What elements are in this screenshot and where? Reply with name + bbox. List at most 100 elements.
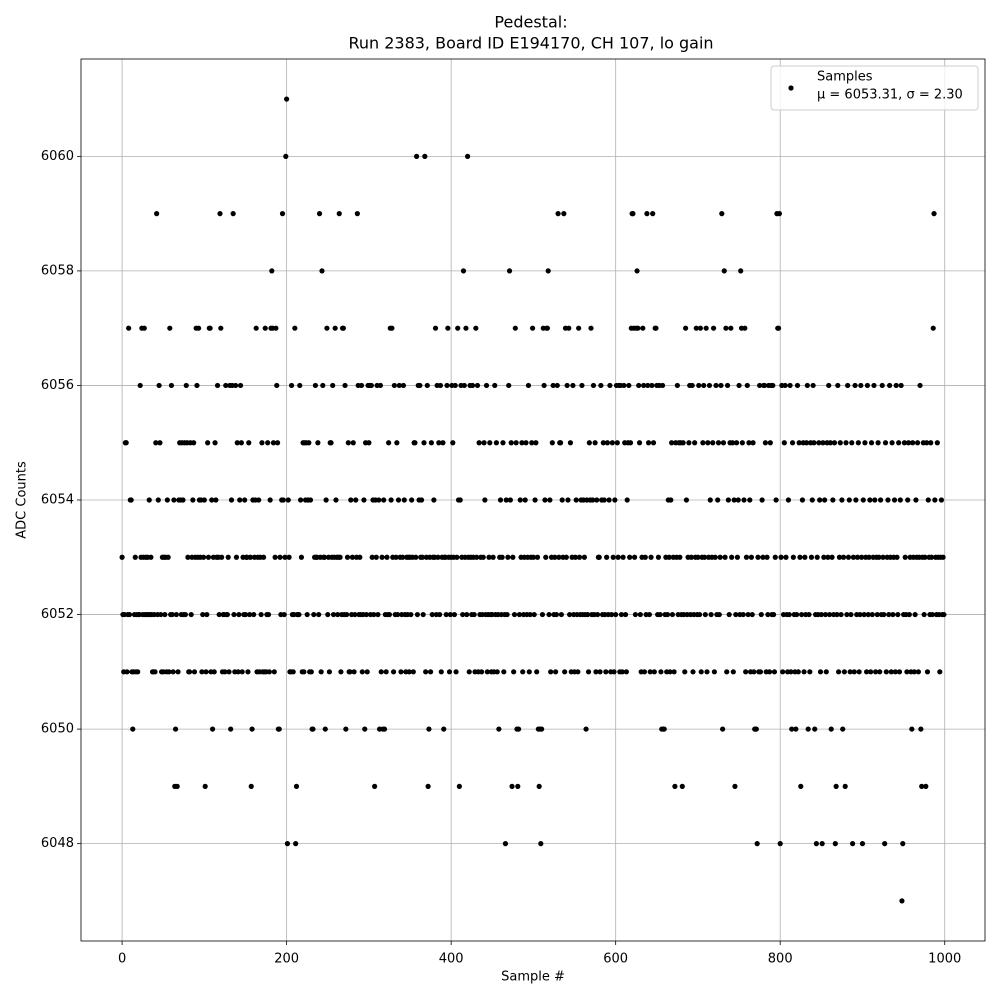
data-point xyxy=(419,554,425,560)
data-point xyxy=(224,611,230,618)
data-point xyxy=(493,440,499,446)
data-point xyxy=(708,611,714,618)
data-point xyxy=(579,382,585,389)
data-point xyxy=(713,382,719,389)
data-point xyxy=(483,382,490,389)
data-point xyxy=(863,669,870,675)
data-point xyxy=(698,669,704,675)
data-point xyxy=(154,211,160,217)
data-point xyxy=(873,669,879,675)
data-point xyxy=(852,382,858,389)
data-point xyxy=(500,440,506,446)
data-point xyxy=(765,611,771,618)
data-point xyxy=(789,440,796,446)
data-point xyxy=(124,669,130,675)
data-point xyxy=(809,497,815,503)
data-point xyxy=(519,440,525,446)
data-point xyxy=(455,325,461,331)
data-point xyxy=(417,382,423,389)
data-point xyxy=(539,611,546,618)
data-point xyxy=(209,726,216,732)
data-point xyxy=(701,382,707,389)
data-point xyxy=(590,497,596,503)
data-point xyxy=(858,382,864,389)
data-point xyxy=(269,268,275,274)
data-point xyxy=(552,554,558,560)
data-point xyxy=(877,669,883,675)
data-point xyxy=(680,440,686,446)
data-point xyxy=(855,440,861,446)
data-point xyxy=(258,611,264,618)
data-point xyxy=(637,611,643,618)
data-point xyxy=(310,726,316,732)
data-point xyxy=(849,440,855,446)
data-point xyxy=(456,783,462,789)
data-point xyxy=(847,669,853,675)
data-point xyxy=(265,611,272,618)
data-point xyxy=(558,611,564,618)
data-point xyxy=(850,554,857,560)
data-point xyxy=(718,382,724,389)
data-point xyxy=(630,211,636,217)
data-point xyxy=(398,669,404,675)
data-point xyxy=(499,554,505,560)
data-point xyxy=(664,611,671,618)
data-point xyxy=(390,669,397,675)
data-point xyxy=(400,382,407,389)
data-point xyxy=(320,382,326,389)
data-point xyxy=(463,325,469,331)
data-point xyxy=(506,268,513,274)
data-point xyxy=(614,440,620,446)
data-point xyxy=(838,611,844,618)
data-point xyxy=(648,554,654,560)
data-point xyxy=(481,440,487,446)
data-point xyxy=(166,669,172,675)
data-point xyxy=(817,669,824,675)
data-point xyxy=(885,497,891,503)
data-point xyxy=(892,669,898,675)
data-point xyxy=(887,382,893,389)
data-point xyxy=(425,783,431,789)
data-point xyxy=(674,382,680,389)
data-point xyxy=(622,611,629,618)
data-point xyxy=(338,669,344,675)
data-point xyxy=(322,726,328,732)
data-point xyxy=(788,669,794,675)
data-point xyxy=(544,325,550,331)
data-point xyxy=(507,497,513,503)
data-point xyxy=(826,611,833,618)
data-point xyxy=(298,497,304,503)
data-point xyxy=(354,211,360,217)
data-point xyxy=(636,382,642,389)
data-point xyxy=(559,497,565,503)
data-point xyxy=(671,669,677,675)
data-point xyxy=(137,382,143,389)
data-point xyxy=(697,325,704,331)
data-point xyxy=(260,554,267,560)
data-point xyxy=(704,669,710,675)
data-point xyxy=(813,841,819,847)
data-point xyxy=(831,440,838,446)
data-point xyxy=(872,497,878,503)
data-point xyxy=(777,841,783,847)
data-point xyxy=(843,440,849,446)
y-tick-label: 6052 xyxy=(41,607,74,622)
data-point xyxy=(478,669,485,675)
data-point xyxy=(736,382,742,389)
data-point xyxy=(668,497,674,503)
data-point xyxy=(733,611,739,618)
data-point xyxy=(794,611,800,618)
data-point xyxy=(432,325,439,331)
data-point xyxy=(326,669,332,675)
data-point xyxy=(304,611,310,618)
data-point xyxy=(827,440,833,446)
data-point xyxy=(862,440,868,446)
data-point xyxy=(209,497,215,503)
data-point xyxy=(242,497,248,503)
data-point xyxy=(889,440,895,446)
data-point xyxy=(789,726,795,732)
data-point xyxy=(627,440,634,446)
data-point xyxy=(239,669,245,675)
data-point xyxy=(466,669,472,675)
